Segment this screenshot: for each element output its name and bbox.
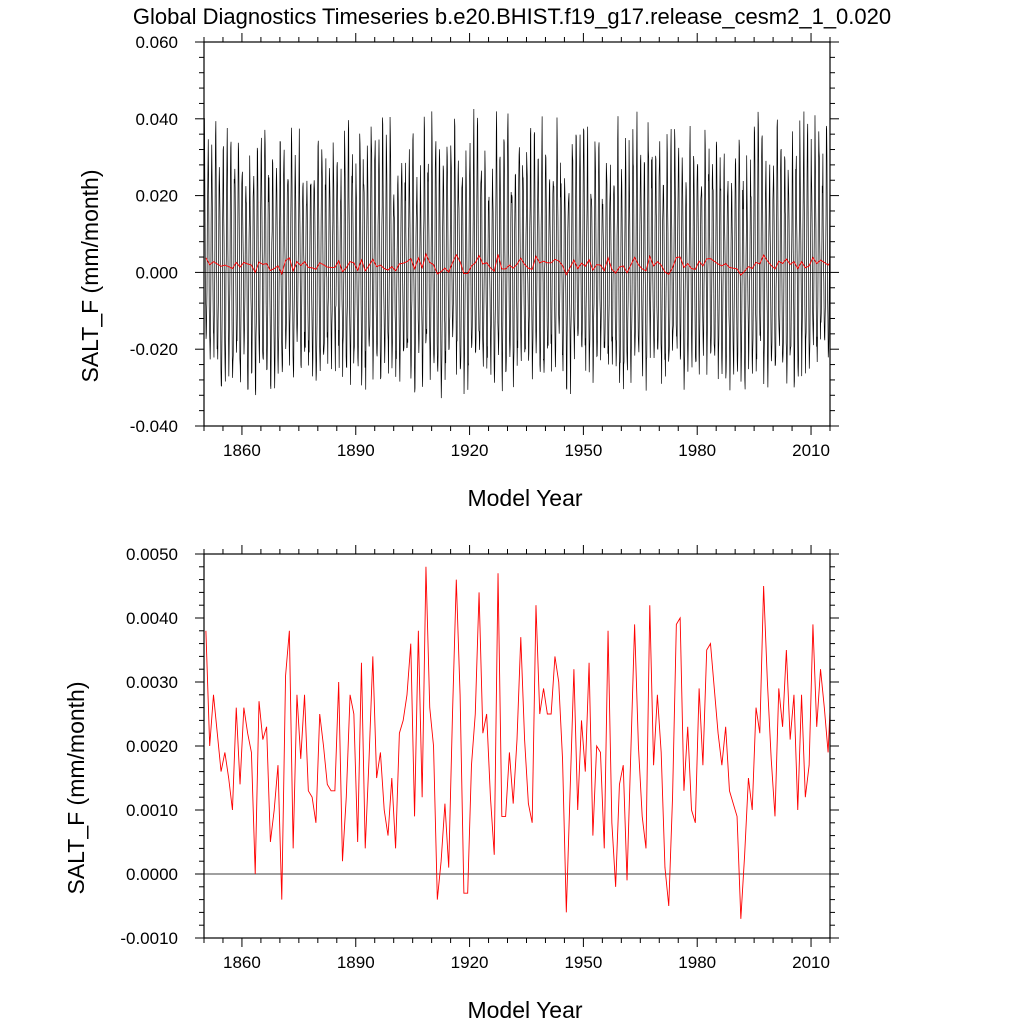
bottom-y-axis-label: SALT_F (mm/month) bbox=[63, 682, 89, 895]
top-ytick-label: 0.060 bbox=[135, 33, 178, 52]
top-series-annual-mean bbox=[205, 252, 830, 276]
top-ytick-label: 0.020 bbox=[135, 187, 178, 206]
bottom-x-axis-label: Model Year bbox=[467, 997, 582, 1023]
chart-title: Global Diagnostics Timeseries b.e20.BHIS… bbox=[133, 4, 891, 29]
top-ytick-label: -0.040 bbox=[130, 417, 178, 436]
bottom-ytick-label: 0.0020 bbox=[126, 737, 178, 756]
bottom-ytick-label: 0.0050 bbox=[126, 545, 178, 564]
bottom-series-annual-mean bbox=[205, 566, 830, 919]
bottom-xtick-label: 1920 bbox=[451, 953, 489, 972]
top-xtick-label: 1860 bbox=[223, 441, 261, 460]
bottom-ytick-label: 0.0010 bbox=[126, 801, 178, 820]
bottom-xtick-label: 2010 bbox=[792, 953, 830, 972]
top-xtick-label: 2010 bbox=[792, 441, 830, 460]
bottom-plot-area bbox=[204, 566, 830, 919]
bottom-ytick-label: 0.0030 bbox=[126, 673, 178, 692]
bottom-panel: 1860 1890 1920 1950 1980 2010 -0.0010 0.0000 0.0… bbox=[63, 545, 839, 1023]
top-xtick-label: 1920 bbox=[451, 441, 489, 460]
bottom-xtick-label: 1860 bbox=[223, 953, 261, 972]
bottom-ytick-label: -0.0010 bbox=[120, 929, 178, 948]
top-ytick-label: 0.040 bbox=[135, 110, 178, 129]
top-xtick-label: 1890 bbox=[337, 441, 375, 460]
bottom-xtick-label: 1980 bbox=[678, 953, 716, 972]
top-series-monthly bbox=[204, 109, 830, 399]
top-xtick-label: 1980 bbox=[678, 441, 716, 460]
top-x-axis-label: Model Year bbox=[467, 485, 582, 511]
top-ytick-label: 0.000 bbox=[135, 263, 178, 282]
bottom-ytick-label: 0.0000 bbox=[126, 865, 178, 884]
top-y-axis-label: SALT_F (mm/month) bbox=[77, 170, 103, 383]
top-panel: 1860 1890 1920 1950 1980 2010 -0.040 -0.020 0.00… bbox=[77, 33, 839, 511]
top-axes-frame bbox=[203, 41, 831, 427]
top-xtick-label: 1950 bbox=[564, 441, 602, 460]
bottom-ytick-label: 0.0040 bbox=[126, 609, 178, 628]
bottom-xtick-label: 1950 bbox=[564, 953, 602, 972]
bottom-xtick-label: 1890 bbox=[337, 953, 375, 972]
top-plot-area bbox=[204, 109, 830, 399]
top-ytick-label: -0.020 bbox=[130, 340, 178, 359]
